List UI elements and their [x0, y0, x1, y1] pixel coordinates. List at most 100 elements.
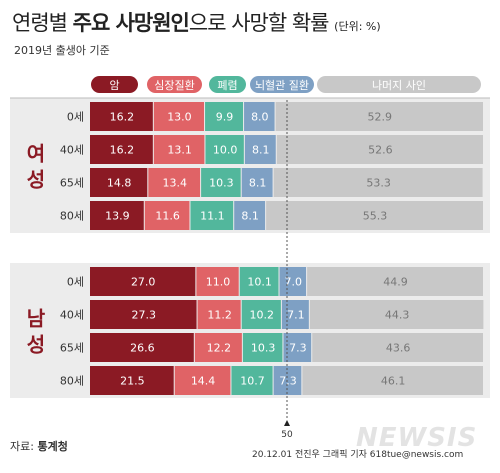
data-label-cerebro: 7.3 — [289, 342, 307, 355]
bar-segment-cerebro — [244, 102, 275, 131]
legend-label-cancer: 암 — [109, 79, 119, 92]
bar-segment-cerebro — [279, 267, 307, 296]
data-label-pneumonia: 11.1 — [200, 210, 225, 223]
data-label-pneumonia: 10.3 — [209, 177, 234, 190]
category-label: 40세 — [60, 144, 84, 157]
bar-segment-cancer — [90, 366, 174, 395]
data-label-cerebro: 7.3 — [279, 375, 297, 388]
reference-marker — [284, 420, 290, 426]
bar-segment-rest — [309, 300, 484, 329]
group-label-2-char-2: 성 — [27, 333, 45, 357]
legend-swatch-rest — [317, 76, 481, 93]
bar-segment-heart — [174, 366, 231, 395]
data-label-rest: 55.3 — [363, 210, 388, 223]
bar-segment-rest — [302, 366, 483, 395]
data-label-heart: 11.2 — [207, 309, 232, 322]
bar-segment-pneumonia — [201, 168, 241, 197]
data-label-cancer: 27.0 — [131, 276, 156, 289]
bar-segment-rest — [312, 333, 483, 362]
bar-segment-cancer — [90, 168, 148, 197]
category-label: 40세 — [60, 309, 84, 322]
watermark: NEWSIS — [356, 423, 478, 453]
data-label-rest: 53.3 — [366, 177, 391, 190]
bar-segment-pneumonia — [231, 366, 273, 395]
data-label-cancer: 26.6 — [130, 342, 155, 355]
data-label-heart: 11.6 — [155, 210, 180, 223]
bar-segment-cerebro — [281, 300, 309, 329]
data-label-cancer: 14.8 — [107, 177, 132, 190]
category-label: 65세 — [60, 342, 84, 355]
group-label-1-char-2: 성 — [27, 168, 45, 192]
bar-segment-pneumonia — [242, 333, 283, 362]
bar-segment-cancer — [90, 267, 196, 296]
source-label: 자료: — [10, 440, 38, 453]
reference-label: 50 — [281, 430, 293, 440]
bar-segment-pneumonia — [205, 135, 244, 164]
data-label-rest: 52.6 — [368, 144, 393, 157]
data-label-heart: 13.4 — [162, 177, 187, 190]
title-bold: 주요 사망원인 — [72, 11, 190, 35]
data-label-cerebro: 7.0 — [285, 276, 303, 289]
bar-segment-heart — [153, 102, 205, 131]
data-label-heart: 12.2 — [207, 342, 232, 355]
group-label-2-char-1: 남 — [27, 307, 46, 331]
data-label-cerebro: 7.1 — [287, 309, 305, 322]
bar-segment-cancer — [90, 201, 144, 230]
bar-segment-cancer — [90, 135, 153, 164]
data-label-heart: 13.0 — [167, 111, 192, 124]
data-label-rest: 52.9 — [368, 111, 393, 124]
chart-title: 연령별 주요 사망원인으로 사망할 확률 (단위: %) — [12, 7, 381, 37]
legend-label-pneumonia: 폐렴 — [217, 79, 237, 92]
legend-swatch-cerebro — [250, 76, 314, 93]
data-label-cancer: 16.2 — [110, 111, 135, 124]
credit-line: 20.12.01 전진우 그래픽 기자 618tue@newsis.com — [252, 450, 464, 460]
bar-segment-heart — [194, 333, 242, 362]
category-label: 80세 — [60, 375, 84, 388]
source-name: 통계청 — [37, 440, 68, 453]
data-label-cancer: 27.3 — [132, 309, 157, 322]
bar-segment-rest — [273, 168, 483, 197]
category-label: 0세 — [67, 111, 84, 124]
bar-segment-cerebro — [234, 201, 266, 230]
data-label-heart: 11.0 — [206, 276, 231, 289]
data-label-cerebro: 8.1 — [241, 210, 259, 223]
data-label-rest: 44.9 — [383, 276, 408, 289]
bar-segment-cerebro — [241, 168, 273, 197]
legend-swatch-cancer — [91, 76, 138, 93]
source-note: 자료: 통계청 — [10, 438, 68, 454]
bar-segment-heart — [153, 135, 205, 164]
bar-segment-heart — [196, 267, 239, 296]
bar-segment-rest — [266, 201, 483, 230]
data-label-rest: 46.1 — [381, 375, 406, 388]
bar-segment-pneumonia — [241, 300, 281, 329]
data-label-heart: 13.1 — [167, 144, 192, 157]
bar-segment-cerebro — [283, 333, 312, 362]
data-label-cerebro: 8.1 — [249, 177, 267, 190]
bar-segment-cancer — [90, 300, 197, 329]
data-label-cancer: 13.9 — [105, 210, 130, 223]
data-label-rest: 43.6 — [386, 342, 411, 355]
bar-segment-pneumonia — [205, 102, 244, 131]
bar-segment-cerebro — [244, 135, 276, 164]
legend-swatch-pneumonia — [209, 76, 246, 93]
data-label-rest: 44.3 — [385, 309, 410, 322]
category-label: 0세 — [67, 276, 84, 289]
data-label-pneumonia: 10.1 — [247, 276, 272, 289]
bar-segment-rest — [276, 135, 483, 164]
legend-swatch-heart — [147, 76, 202, 93]
legend-label-cerebro: 뇌혈관 질환 — [255, 78, 309, 92]
bar-segment-rest — [307, 267, 483, 296]
bar-segment-heart — [144, 201, 190, 230]
title-unit: (단위: %) — [334, 20, 381, 33]
data-label-pneumonia: 10.3 — [251, 342, 276, 355]
title-prefix: 연령별 — [12, 11, 73, 35]
bar-segment-heart — [148, 168, 201, 197]
data-label-cerebro: 8.1 — [252, 144, 270, 157]
data-label-pneumonia: 10.7 — [240, 375, 265, 388]
data-label-pneumonia: 9.9 — [216, 111, 234, 124]
legend-label-heart: 심장질환 — [154, 79, 194, 92]
bar-segment-cancer — [90, 102, 153, 131]
bar-segment-rest — [275, 102, 483, 131]
data-label-cancer: 21.5 — [120, 375, 145, 388]
